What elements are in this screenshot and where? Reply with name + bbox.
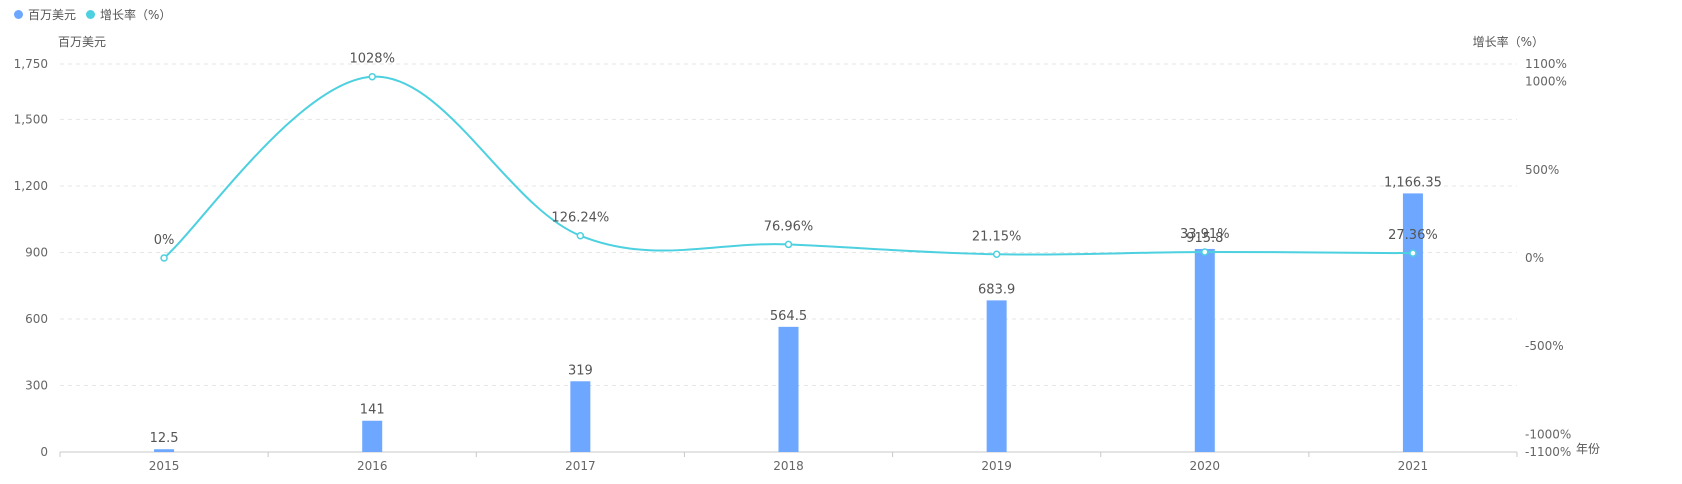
left-tick-label: 1,750 <box>14 57 48 71</box>
growth-value-label: 126.24% <box>551 211 609 226</box>
right-tick-label: 500% <box>1525 163 1559 177</box>
x-tick-label: 2021 <box>1398 459 1429 473</box>
bar-value-label: 564.5 <box>770 309 807 324</box>
right-axis-title: 增长率（%） <box>1473 34 1544 49</box>
growth-value-label: 0% <box>154 233 175 248</box>
left-tick-label: 0 <box>40 445 48 459</box>
right-tick-label: -500% <box>1525 339 1564 353</box>
legend-dot-growth-icon <box>86 10 96 19</box>
left-tick-label: 600 <box>25 312 48 326</box>
bar-value-label: 1,166.35 <box>1384 175 1442 190</box>
x-tick-label: 2015 <box>149 459 180 473</box>
bar-value-label: 12.5 <box>150 431 179 446</box>
bar-value-label: 683.9 <box>978 282 1015 297</box>
bar[interactable] <box>986 300 1007 452</box>
line-series <box>160 72 1417 262</box>
left-tick-label: 900 <box>25 245 48 259</box>
growth-point[interactable] <box>368 72 376 81</box>
bar[interactable] <box>570 381 591 452</box>
right-tick-label: 1100% <box>1525 57 1567 71</box>
growth-value-label: 76.96% <box>764 219 814 234</box>
x-tick-label: 2019 <box>981 459 1012 473</box>
left-tick-label: 300 <box>25 378 48 392</box>
bar[interactable] <box>778 326 799 452</box>
legend-item-amount[interactable]: 百万美元 <box>14 6 76 23</box>
x-tick-label: 2017 <box>565 459 596 473</box>
bar[interactable] <box>1194 248 1215 452</box>
legend: 百万美元 增长率（%） <box>14 6 171 23</box>
legend-label-amount: 百万美元 <box>28 8 77 22</box>
bar[interactable] <box>154 449 175 452</box>
axes-layer: 0 300 600 900 1,200 1,500 1,750 -1100% -1000% -50… <box>14 57 1572 473</box>
growth-point[interactable] <box>1409 249 1417 257</box>
bar[interactable] <box>362 420 383 452</box>
right-tick-label: -1100% <box>1525 445 1571 459</box>
bar-value-label: 915.8 <box>1186 231 1223 246</box>
bar[interactable] <box>1402 193 1423 452</box>
bar-value-label: 319 <box>568 363 593 378</box>
legend-item-growth[interactable]: 增长率（%） <box>86 6 171 23</box>
growth-point[interactable] <box>1201 248 1209 256</box>
left-tick-label: 1,200 <box>14 179 48 193</box>
legend-label-growth: 增长率（%） <box>100 8 172 22</box>
bar-series <box>154 193 1423 452</box>
x-tick-label: 2020 <box>1190 459 1221 473</box>
data-labels: 12.5 141 319 564.5 683.9 915.8 1,166.35 0% 1028%… <box>150 52 1442 447</box>
left-tick-label: 1,500 <box>14 112 48 126</box>
right-tick-label: 0% <box>1525 251 1544 265</box>
growth-value-label: 1028% <box>349 52 394 67</box>
growth-point[interactable] <box>992 250 1001 259</box>
right-tick-label: 1000% <box>1525 75 1567 89</box>
legend-dot-amount-icon <box>14 10 23 19</box>
x-tick-label: 2016 <box>357 459 388 473</box>
growth-point[interactable] <box>784 240 793 249</box>
right-tick-label: -1000% <box>1525 427 1571 441</box>
growth-value-label: 21.15% <box>972 229 1022 244</box>
growth-value-label: 27.36% <box>1388 228 1438 243</box>
growth-value-label: 33.91% <box>1180 227 1230 242</box>
growth-point[interactable] <box>576 231 585 240</box>
left-axis-title: 百万美元 <box>58 35 106 49</box>
x-tick-label: 2018 <box>773 459 804 473</box>
bar-value-label: 141 <box>360 403 385 418</box>
growth-point[interactable] <box>160 254 168 262</box>
x-axis-title: 年份 <box>1576 442 1600 456</box>
